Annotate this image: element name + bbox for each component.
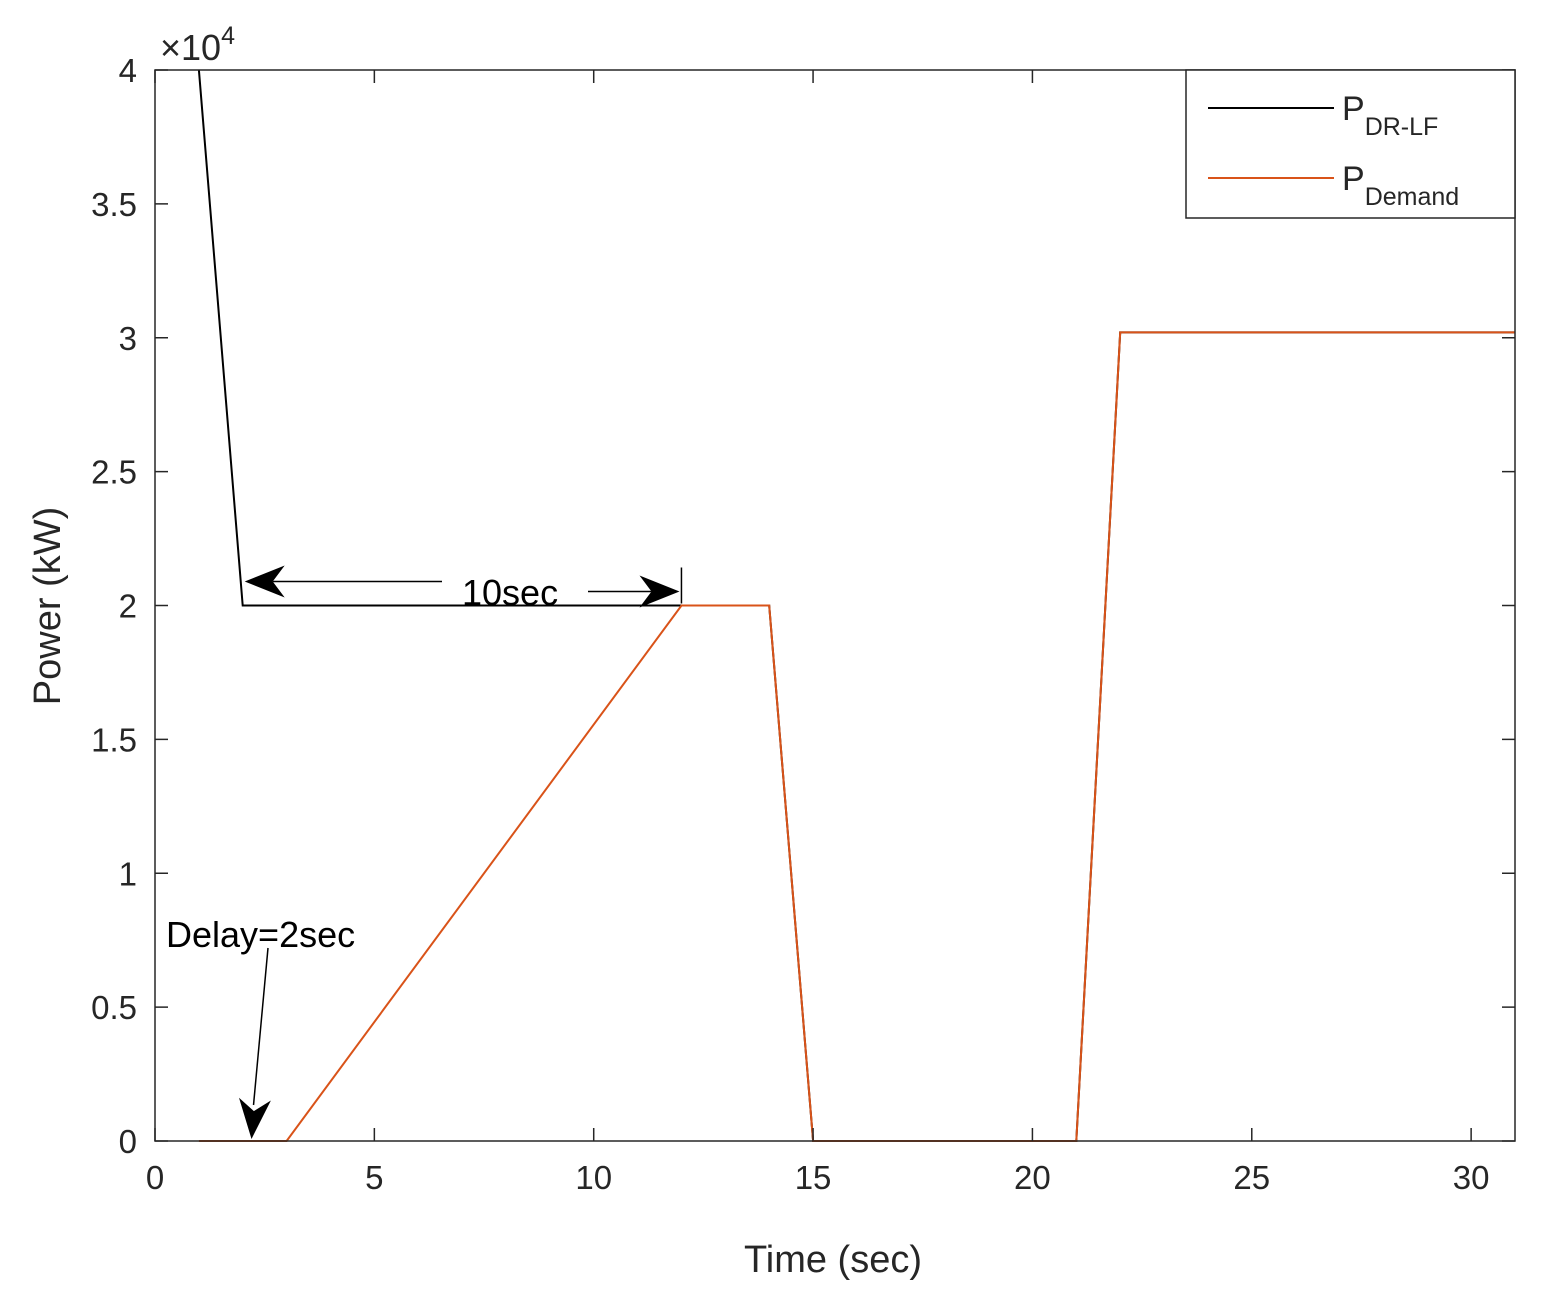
legend-label-p-dr-lf-main: P (1342, 90, 1365, 128)
annotation-delay-arrowhead (239, 1097, 271, 1139)
x-tick-label: 10 (575, 1159, 612, 1196)
y-tick-label: 2.5 (91, 454, 137, 491)
annotation-10sec: 10sec (462, 572, 558, 613)
x-tick-label: 15 (795, 1159, 832, 1196)
annotation-10sec-left-arrowhead (244, 565, 285, 598)
y-tick-label: 2 (119, 588, 137, 625)
annotation-layer (239, 565, 683, 1139)
legend: PDR-LF PDemand (1185, 69, 1516, 219)
x-tick-label: 0 (146, 1159, 164, 1196)
annotation-10sec-right-arrowhead (639, 575, 680, 608)
legend-label-p-dr-lf-sub: DR-LF (1365, 113, 1439, 141)
x-axis-label: Time (sec) (744, 1239, 922, 1281)
y-tick-label: 1.5 (91, 721, 137, 758)
y-tick-label: 0.5 (91, 989, 137, 1026)
x-tick-label: 30 (1453, 1159, 1490, 1196)
x-tick-label: 25 (1233, 1159, 1270, 1196)
y-tick-label: 4 (119, 52, 137, 89)
legend-label-p-demand-main: P (1342, 160, 1365, 198)
y-tick-label: 3 (119, 320, 137, 357)
axes-layer: 0 5 10 15 20 25 30 0 0.5 1 1.5 2 2.5 3 3.5 4 (91, 52, 1516, 1196)
legend-label-p-demand: PDemand (1342, 160, 1459, 211)
y-axis-label: Power (kW) (27, 507, 69, 705)
y-tick-label: 3.5 (91, 186, 137, 223)
series-layer (197, 69, 1515, 1142)
y-exponent-power: 4 (221, 22, 235, 50)
series-line-p-demand (198, 331, 1515, 1142)
legend-box (1185, 69, 1516, 219)
y-exponent-base: ×10 (160, 27, 221, 68)
y-axis-exponent: ×104 (160, 22, 235, 68)
y-tick-label: 1 (119, 855, 137, 892)
annotation-delay-shaft (252, 947, 269, 1106)
legend-label-p-dr-lf: PDR-LF (1342, 90, 1438, 141)
x-tick-label: 5 (365, 1159, 383, 1196)
annotation-delay: Delay=2sec (166, 914, 355, 955)
x-tick-label: 20 (1014, 1159, 1051, 1196)
legend-label-p-demand-sub: Demand (1365, 183, 1460, 211)
y-tick-label: 0 (119, 1123, 137, 1160)
